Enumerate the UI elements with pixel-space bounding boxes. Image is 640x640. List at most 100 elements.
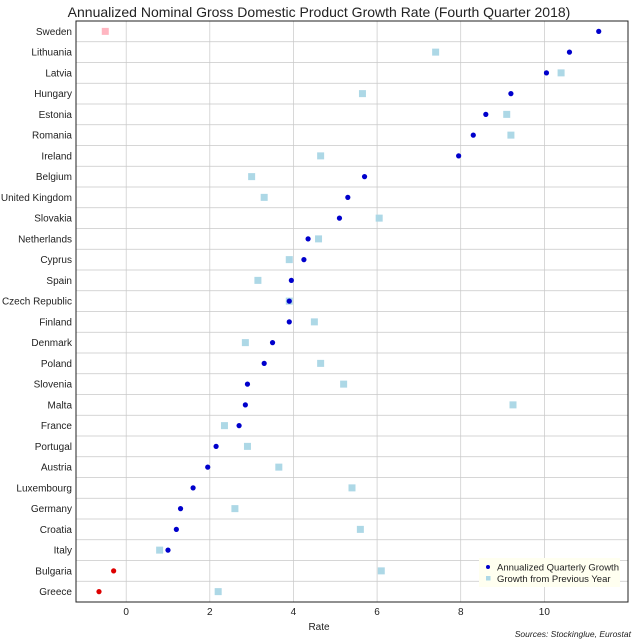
yearly-growth-point (503, 110, 511, 118)
y-tick-label: Lithuania (31, 48, 72, 59)
yearly-growth-point (231, 505, 239, 513)
yearly-growth-point (507, 131, 515, 139)
quarterly-growth-point (301, 257, 307, 263)
yearly-growth-point (377, 567, 385, 575)
quarterly-growth-point (543, 70, 550, 76)
quarterly-growth-point (286, 319, 292, 325)
quarterly-growth-point (288, 277, 294, 283)
yearly-growth-point (348, 484, 356, 492)
quarterly-growth-point (336, 215, 343, 221)
quarterly-growth-point (205, 464, 211, 470)
yearly-growth-point (260, 193, 268, 201)
quarterly-growth-point (261, 360, 267, 366)
yearly-growth-point (248, 173, 256, 181)
quarterly-growth-point (566, 49, 573, 55)
quarterly-growth-point (244, 381, 251, 387)
y-tick-label: Croatia (40, 525, 73, 536)
x-tick-label: 2 (207, 607, 213, 618)
yearly-growth-point (317, 152, 325, 160)
y-tick-label: Ireland (41, 151, 72, 162)
y-axis-labels: Sweden Lithuania Latvia Hungary Estonia Roman… (1, 27, 73, 598)
data-points (96, 27, 602, 596)
quarterly-growth-point (177, 506, 184, 512)
y-tick-label: Cyprus (40, 255, 72, 266)
y-tick-label: Netherlands (18, 234, 72, 245)
yearly-growth-point (156, 546, 164, 554)
x-tick-label: 6 (374, 607, 380, 618)
x-tick-label: 8 (458, 607, 464, 618)
yearly-growth-point (243, 442, 251, 450)
quarterly-growth-point (345, 194, 351, 200)
y-tick-label: France (41, 421, 73, 432)
quarterly-growth-point (190, 485, 196, 491)
quarterly-growth-point (269, 340, 276, 346)
quarterly-growth-point (236, 423, 242, 429)
yearly-growth-point (101, 27, 109, 35)
y-tick-label: Germany (31, 504, 72, 515)
y-tick-label: Italy (54, 546, 72, 557)
y-tick-label: Austria (41, 463, 73, 474)
x-tick-label: 0 (123, 607, 129, 618)
quarterly-growth-point (242, 402, 248, 408)
y-tick-label: Portugal (35, 442, 72, 453)
y-tick-label: Malta (48, 400, 73, 411)
y-tick-label: Belgium (36, 172, 72, 183)
yearly-growth-point (375, 214, 383, 222)
x-tick-label: 4 (291, 607, 297, 618)
y-tick-label: Sweden (36, 27, 72, 38)
quarterly-growth-point (596, 28, 602, 34)
y-tick-label: Luxembourg (16, 483, 72, 494)
x-axis-labels: 0 2 4 6 8 10 (123, 607, 550, 618)
chart-title: Annualized Nominal Gross Domestic Produc… (68, 4, 571, 20)
yearly-growth-point (285, 256, 293, 264)
x-axis-title: Rate (308, 622, 330, 633)
yearly-growth-point (358, 90, 366, 98)
quarterly-growth-point (286, 298, 292, 304)
y-tick-label: Bulgaria (35, 566, 72, 577)
yearly-growth-point (214, 588, 222, 596)
yearly-growth-point (241, 339, 249, 347)
quarterly-growth-point (456, 153, 462, 159)
y-tick-label: Finland (39, 317, 72, 328)
legend-label-yearly: Growth from Previous Year (497, 574, 611, 585)
legend-marker-yearly (486, 576, 491, 581)
legend-label-quarterly: Annualized Quarterly Growth (497, 563, 619, 574)
yearly-growth-point (340, 380, 348, 388)
legend: Annualized Quarterly Growth Growth from … (479, 558, 620, 587)
y-tick-label: Romania (32, 131, 72, 142)
legend-box (479, 558, 620, 587)
yearly-growth-point (275, 463, 283, 471)
y-tick-label: Slovenia (34, 380, 73, 391)
quarterly-growth-point (483, 111, 489, 117)
quarterly-growth-point (111, 568, 117, 574)
yearly-growth-point (356, 525, 364, 533)
yearly-growth-point (509, 401, 517, 409)
yearly-growth-point (317, 359, 325, 367)
legend-marker-quarterly (486, 565, 490, 569)
y-tick-label: Spain (46, 276, 72, 287)
y-tick-label: Latvia (45, 68, 72, 79)
quarterly-growth-point (508, 91, 514, 97)
y-tick-label: Hungary (34, 89, 72, 100)
y-tick-label: Slovakia (34, 214, 72, 225)
yearly-growth-point (310, 318, 318, 326)
source-note: Sources: Stockinglue, Eurostat (515, 629, 632, 639)
quarterly-growth-point (96, 589, 102, 595)
y-tick-label: Poland (41, 359, 72, 370)
quarterly-growth-point (361, 174, 368, 180)
yearly-growth-point (220, 422, 228, 430)
grid-lines (76, 20, 628, 603)
yearly-growth-point (432, 48, 440, 56)
yearly-growth-point (557, 69, 565, 77)
y-tick-label: United Kingdom (1, 193, 72, 204)
quarterly-growth-point (305, 236, 311, 242)
y-tick-label: Estonia (39, 110, 73, 121)
quarterly-growth-point (173, 526, 179, 532)
x-tick-label: 10 (539, 607, 551, 618)
y-tick-label: Greece (39, 587, 72, 598)
plot-frame (75, 20, 629, 603)
y-tick-label: Denmark (31, 338, 73, 349)
yearly-growth-point (315, 235, 323, 243)
